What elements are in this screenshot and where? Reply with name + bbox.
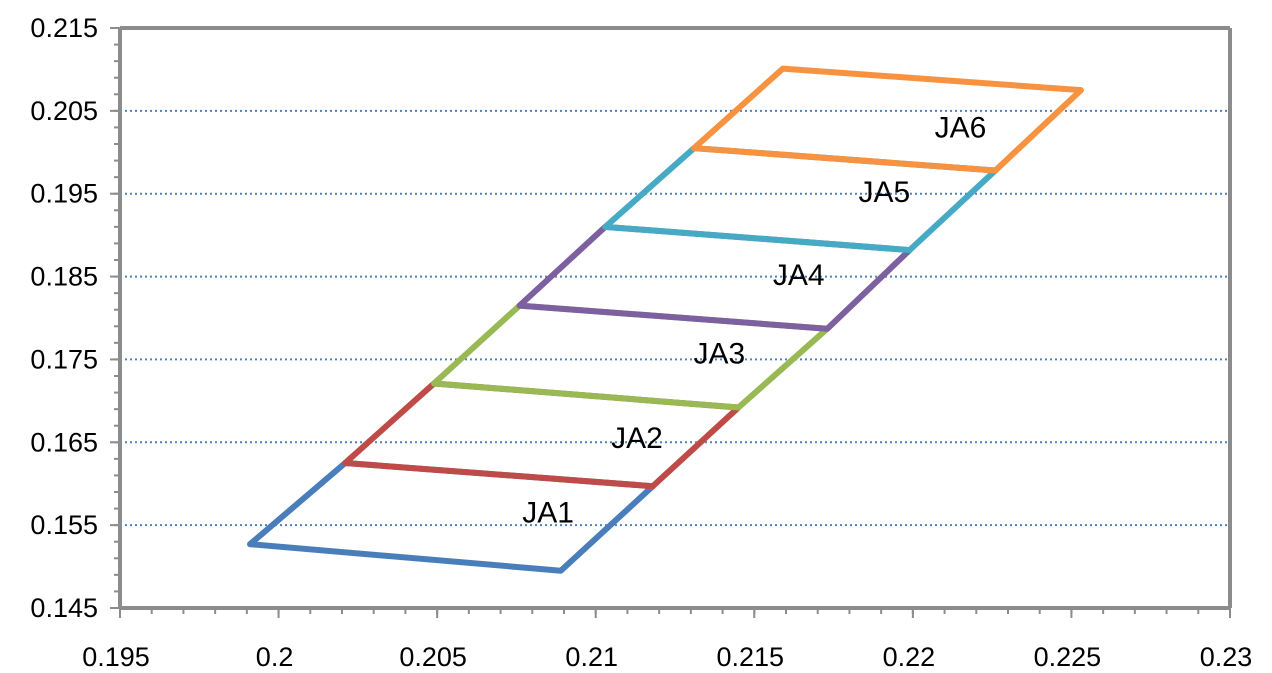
x-tick-label: 0.205 — [399, 642, 467, 672]
y-tick-label: 0.215 — [30, 13, 98, 43]
y-tick-label: 0.195 — [30, 179, 98, 209]
region-ja6 — [691, 65, 1084, 174]
x-tick-label: 0.195 — [82, 642, 150, 672]
axes: 0.215 0.205 0.195 0.185 0.175 0.165 0.155 0.145… — [30, 13, 1252, 672]
region-ja3 — [430, 302, 831, 411]
y-tick-label: 0.155 — [30, 510, 98, 540]
x-tick-label: 0.225 — [1034, 642, 1102, 672]
region-label-ja2: JA2 — [611, 422, 663, 455]
x-tick-label: 0.21 — [565, 642, 618, 672]
y-tick-label: 0.185 — [30, 262, 98, 292]
y-tick-label: 0.175 — [30, 344, 98, 374]
labels: JA1 JA2 JA3 JA4 JA5 JA6 — [522, 111, 986, 529]
gridlines — [120, 109, 1230, 527]
region-label-ja1: JA1 — [522, 497, 574, 530]
y-tick-label: 0.145 — [30, 593, 98, 623]
x-tick-label: 0.2 — [256, 642, 294, 672]
region-label-ja4: JA4 — [773, 259, 825, 292]
region-label-ja6: JA6 — [935, 111, 987, 144]
region-ja2 — [342, 380, 742, 490]
y-tick-label: 0.165 — [30, 427, 98, 457]
x-tick-label: 0.215 — [716, 642, 784, 672]
y-tick-label: 0.205 — [30, 96, 98, 126]
x-tick-label: 0.23 — [1200, 642, 1253, 672]
region-ja4 — [516, 223, 913, 332]
region-label-ja3: JA3 — [694, 338, 746, 371]
x-tick-label: 0.22 — [883, 642, 936, 672]
series — [247, 65, 1084, 574]
region-label-ja5: JA5 — [858, 176, 910, 209]
